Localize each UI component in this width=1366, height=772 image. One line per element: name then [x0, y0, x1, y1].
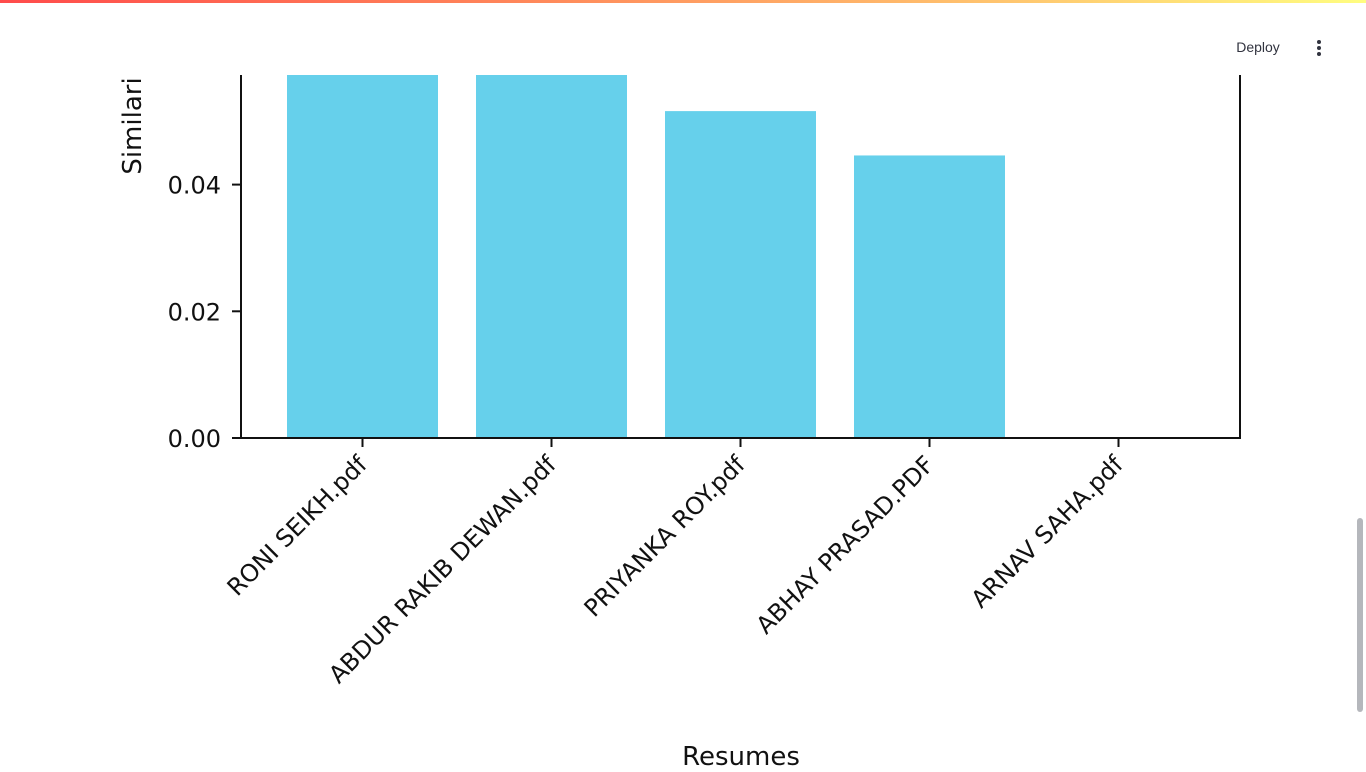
main-menu-button[interactable] [1306, 32, 1332, 62]
app-header: Deploy [0, 3, 1366, 73]
y-tick-label: 0.02 [168, 298, 221, 326]
top-accent-bar [0, 0, 1366, 3]
x-tick-label: ARNAV SAHA.pdf [966, 450, 1129, 613]
x-tick-label: RONI SEIKH.pdf [222, 450, 373, 601]
deploy-button[interactable]: Deploy [1220, 32, 1296, 62]
bars-group [287, 75, 1005, 438]
y-tick-label: 0.00 [168, 425, 221, 453]
x-tick-label: ABDUR RAKIB DEWAN.pdf [323, 450, 562, 689]
y-ticks-group: 0.00 0.02 0.04 [168, 172, 241, 453]
y-tick-label: 0.04 [168, 172, 221, 200]
bar-2 [665, 111, 816, 438]
bar-0 [287, 75, 438, 438]
y-axis-label: Similari [118, 77, 148, 174]
x-tick-label: PRIYANKA ROY.pdf [579, 450, 751, 622]
page-scrollbar[interactable] [1357, 518, 1363, 712]
bar-1 [476, 75, 627, 438]
bar-3 [854, 155, 1005, 438]
x-axis-label: Resumes [682, 742, 800, 768]
x-tick-label: ABHAY PRASAD.PDF [751, 450, 940, 639]
